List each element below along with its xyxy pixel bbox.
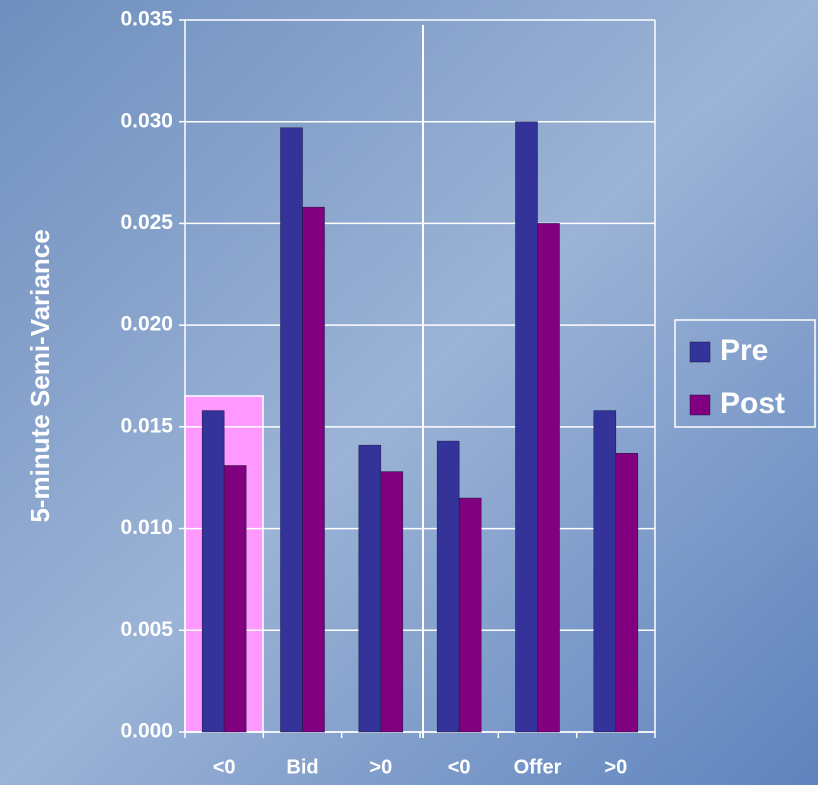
x-tick-label: <0 — [448, 756, 471, 778]
bar — [436, 440, 460, 733]
bar — [515, 121, 538, 733]
y-tick-label: 0.010 — [120, 516, 173, 539]
bar — [201, 410, 225, 733]
y-axis-label: 5-minute Semi-Variance — [25, 229, 55, 522]
bar — [223, 465, 247, 733]
y-tick-label: 0.020 — [120, 313, 173, 336]
bar — [380, 471, 404, 733]
y-tick-label: 0.015 — [120, 414, 173, 437]
x-tick-label: Offer — [514, 756, 562, 778]
bar — [280, 127, 303, 733]
x-tick-label: >0 — [369, 756, 392, 778]
bar — [302, 206, 325, 733]
y-tick-label: 0.025 — [120, 211, 173, 234]
bar — [537, 223, 560, 733]
legend-swatch — [689, 394, 711, 416]
y-tick-label: 0.030 — [120, 109, 173, 132]
legend-label: Pre — [720, 334, 768, 367]
bar — [358, 444, 382, 733]
x-tick-label: <0 — [213, 756, 236, 778]
bar — [615, 453, 639, 733]
x-tick-label: Bid — [286, 756, 318, 778]
legend-label: Post — [720, 387, 785, 420]
legend-box — [674, 319, 816, 428]
y-tick-label: 0.035 — [120, 8, 173, 31]
y-tick-label: 0.005 — [120, 618, 173, 641]
x-tick-label: >0 — [604, 756, 627, 778]
bar — [458, 497, 482, 733]
legend-swatch — [689, 341, 711, 363]
y-tick-label: 0.000 — [120, 720, 173, 743]
bar — [593, 410, 617, 733]
